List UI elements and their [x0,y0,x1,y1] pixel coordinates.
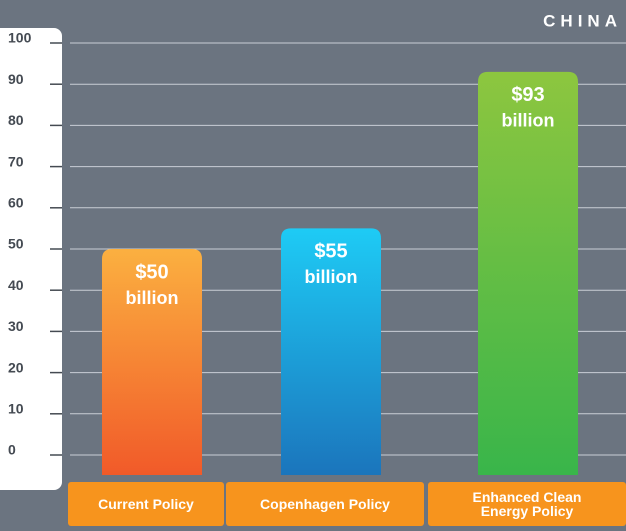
bar [102,249,202,475]
value-label: $50 [135,261,168,283]
y-tick-label: 90 [8,71,24,87]
y-tick-label: 10 [8,401,24,417]
value-label: $55 [314,241,347,263]
category-label: Current Policy [68,482,224,526]
y-tick-label: 0 [8,442,16,458]
value-label: billion [305,267,358,287]
y-tick-label: 50 [8,236,24,252]
bar [478,71,578,475]
bar [281,228,381,475]
y-tick-label: 60 [8,195,24,211]
value-label: $93 [511,84,544,106]
y-tick-label: 70 [8,153,24,169]
value-label: billion [126,288,179,308]
y-tick-label: 100 [8,30,32,46]
y-tick-label: 20 [8,359,24,375]
value-label: billion [502,111,555,131]
y-tick-label: 40 [8,277,24,293]
category-label: Copenhagen Policy [226,482,424,526]
chart-title: CHINA [543,11,622,30]
y-tick-label: 30 [8,318,24,334]
axis-panel [0,28,62,490]
category-label: Enhanced Clean Energy Policy [428,482,626,526]
y-tick-label: 80 [8,112,24,128]
